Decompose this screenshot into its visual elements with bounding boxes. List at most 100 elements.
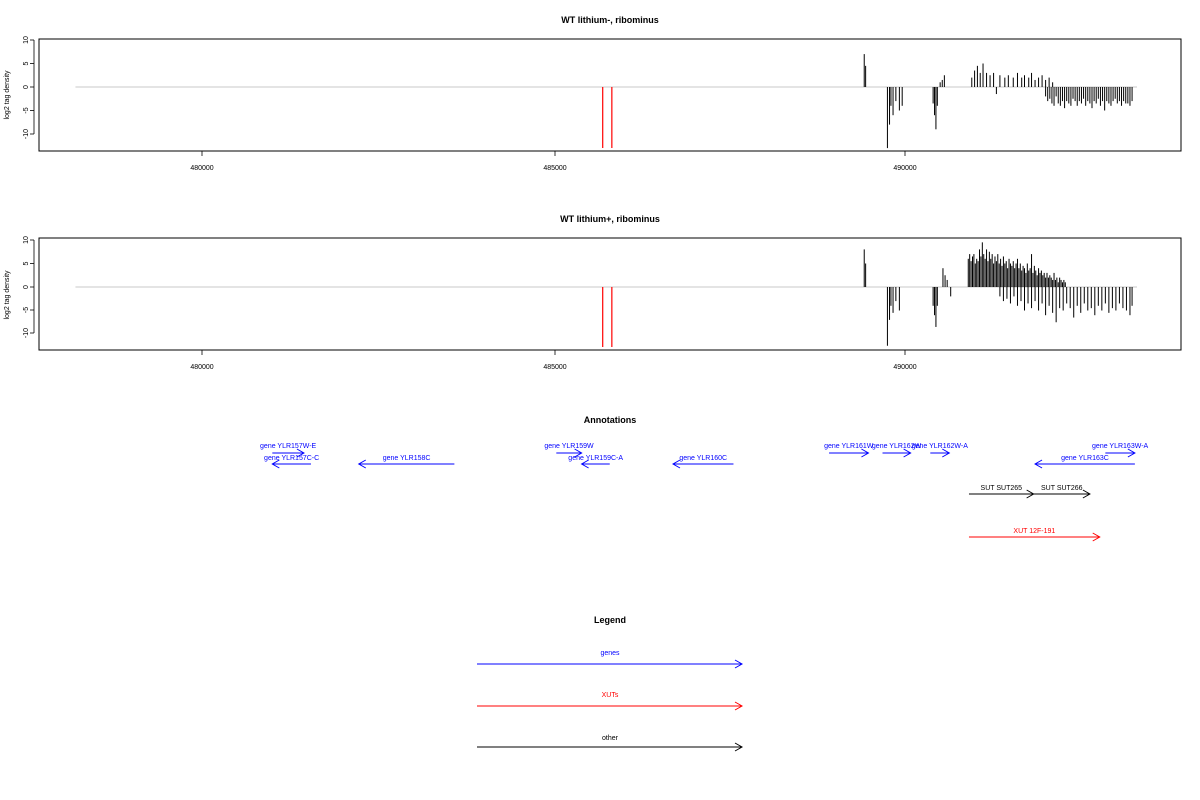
- x-tick-label: 485000: [543, 165, 566, 172]
- y-tick: 5: [23, 61, 34, 65]
- feature-arrowhead: [580, 459, 589, 469]
- feature-label: gene YLR159W: [544, 443, 594, 450]
- legend-label: other: [602, 735, 619, 742]
- annotation-feature: gene YLR163C: [1034, 455, 1135, 469]
- x-tick: 490000: [893, 151, 917, 172]
- x-tick-label: 490000: [893, 165, 916, 172]
- y-tick: -5: [23, 307, 34, 313]
- annotation-feature: gene YLR161W: [824, 443, 874, 458]
- y-tick-label: 5: [23, 61, 30, 65]
- feature-label: gene YLR161W: [824, 443, 874, 450]
- x-tick-label: 490000: [893, 364, 916, 371]
- feature-label: SUT SUT265: [981, 485, 1023, 492]
- y-tick-label: 5: [23, 261, 30, 265]
- feature-label: gene YLR163W-A: [1092, 443, 1148, 450]
- annotation-feature: gene YLR160C: [672, 455, 734, 469]
- feature-arrowhead: [672, 459, 681, 469]
- feature-arrowhead: [1092, 532, 1101, 542]
- legend-title: Legend: [594, 615, 626, 625]
- x-tick: 485000: [543, 350, 567, 371]
- annotation-feature: gene YLR163W-A: [1092, 443, 1149, 458]
- legend-arrowhead: [734, 659, 744, 669]
- feature-label: gene YLR157W-E: [260, 443, 316, 450]
- legend-arrowhead: [734, 701, 744, 711]
- y-tick: 5: [23, 261, 34, 265]
- annotation-feature: gene YLR162W-A: [912, 443, 968, 458]
- y-axis-label: log2 tag density: [4, 270, 11, 320]
- x-axis: 480000 485000 490000: [190, 349, 917, 371]
- panel-lithium-plus: WT lithium+, ribominus log2 tag density …: [4, 214, 1182, 371]
- data-marks: [75, 54, 1137, 149]
- feature-label: gene YLR160C: [679, 455, 727, 462]
- plot-frame: [38, 237, 1182, 351]
- x-tick: 480000: [190, 151, 214, 172]
- feature-arrowhead: [1127, 448, 1136, 458]
- x-tick-label: 480000: [190, 165, 213, 172]
- panel-title: WT lithium+, ribominus: [560, 214, 660, 224]
- feature-label: gene YLR159C-A: [568, 455, 623, 462]
- x-tick-label: 480000: [190, 364, 213, 371]
- legend-item-xuts: XUTs: [477, 692, 744, 711]
- data-marks: [75, 242, 1137, 347]
- y-axis: 10 5 0 -5 -10: [23, 236, 35, 338]
- y-tick: -5: [23, 107, 34, 114]
- y-tick-label: -10: [23, 129, 30, 139]
- y-tick: 10: [23, 236, 34, 244]
- annotation-feature: gene YLR158C: [357, 455, 455, 469]
- y-tick-label: 0: [23, 285, 30, 289]
- feature-label: gene YLR162W: [872, 443, 922, 450]
- legend: Legend genes XUTs other: [477, 615, 744, 752]
- feature-arrowhead: [1082, 489, 1091, 499]
- panel-title: WT lithium-, ribominus: [561, 15, 659, 25]
- x-tick: 485000: [543, 151, 567, 172]
- feature-arrowhead: [296, 448, 305, 458]
- feature-arrowhead: [357, 459, 367, 469]
- legend-arrowhead: [734, 742, 744, 752]
- feature-arrowhead: [271, 459, 280, 469]
- legend-item-other: other: [477, 735, 744, 752]
- annotations-track: Annotations gene YLR157W-E gene YLR157C-C…: [260, 415, 1149, 542]
- y-tick-label: -5: [23, 107, 30, 113]
- annotation-feature: SUT SUT266: [1033, 485, 1091, 499]
- annotation-feature: SUT SUT265: [968, 485, 1035, 499]
- annotations-title: Annotations: [584, 415, 637, 425]
- feature-arrowhead: [861, 448, 870, 458]
- annotation-feature: gene YLR159C-A: [568, 455, 623, 469]
- x-tick: 490000: [893, 350, 917, 371]
- y-tick-label: 10: [23, 236, 30, 244]
- x-axis: 480000 485000 490000: [190, 150, 917, 172]
- y-axis-label: log2 tag density: [4, 70, 11, 120]
- feature-arrowhead: [942, 448, 951, 458]
- y-tick-label: 10: [23, 36, 30, 44]
- panel-lithium-minus: WT lithium-, ribominus log2 tag density …: [4, 15, 1182, 172]
- feature-label: gene YLR163C: [1061, 455, 1109, 462]
- y-tick: 0: [23, 85, 34, 89]
- feature-arrowhead: [1034, 459, 1043, 469]
- y-axis: 10 5 0 -5 -10: [23, 36, 35, 139]
- y-tick-label: -10: [23, 328, 30, 338]
- feature-label: SUT SUT266: [1041, 485, 1083, 492]
- annotation-feature: gene YLR162W: [872, 443, 922, 458]
- annotation-feature: gene YLR159W: [544, 443, 594, 458]
- feature-label: XUT 12F-191: [1013, 528, 1055, 535]
- y-tick-label: 0: [23, 85, 30, 89]
- feature-arrowhead: [903, 448, 912, 458]
- x-tick: 480000: [190, 350, 214, 371]
- annotation-feature: gene YLR157C-C: [264, 455, 319, 469]
- feature-label: gene YLR162W-A: [912, 443, 968, 450]
- annotation-feature: gene YLR157W-E: [260, 443, 317, 458]
- annotation-features: gene YLR157W-E gene YLR157C-C gene YLR158C…: [260, 443, 1149, 542]
- y-tick: -10: [23, 328, 34, 338]
- x-tick-label: 485000: [543, 364, 566, 371]
- legend-label: XUTs: [602, 692, 619, 699]
- y-tick: 0: [23, 285, 34, 289]
- y-tick: -10: [23, 129, 34, 139]
- feature-arrowhead: [574, 448, 583, 458]
- plot-frame: [38, 38, 1182, 152]
- y-tick: 10: [23, 36, 34, 44]
- y-tick-label: -5: [23, 307, 30, 313]
- feature-label: gene YLR157C-C: [264, 455, 319, 462]
- legend-item-genes: genes: [477, 650, 744, 669]
- feature-label: gene YLR158C: [383, 455, 431, 462]
